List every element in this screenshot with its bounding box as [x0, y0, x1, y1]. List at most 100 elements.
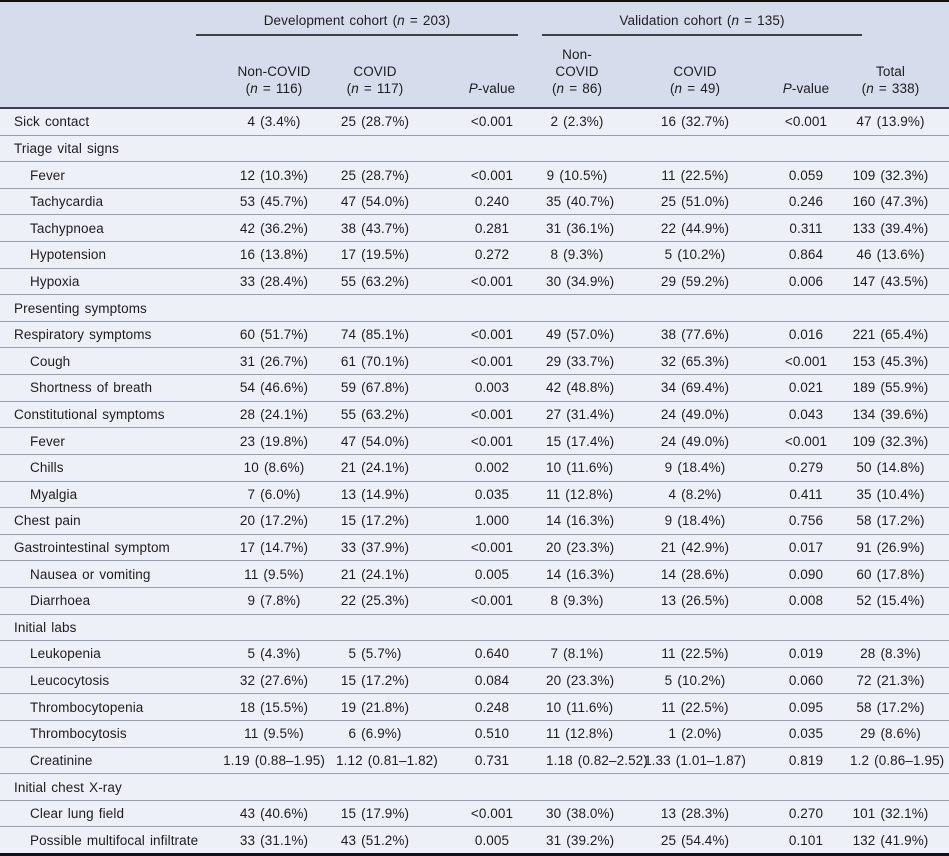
cell-value: 6 (6.9%): [348, 726, 402, 742]
row-label: Thrombocytopenia: [30, 699, 144, 715]
cell-value: 38 (77.6%): [660, 327, 730, 343]
table-row: Gastrointestinal symptom 17 (14.7%) 33 (37…: [0, 533, 949, 561]
table-row: Constitutional symptoms 28 (24.1%) 55 (63.…: [0, 400, 949, 428]
cell-value: 35 (40.7%): [546, 194, 615, 210]
cell-value: 0.016: [788, 327, 824, 343]
cell-value: 15 (17.2%): [340, 513, 410, 529]
cell-value: 11 (22.5%): [661, 646, 729, 662]
cell-value: 61 (70.1%): [340, 353, 410, 369]
cell-value: 52 (15.4%): [856, 593, 925, 609]
cell-value: 32 (27.6%): [239, 673, 309, 689]
row-label: Myalgia: [30, 486, 78, 502]
italic-p: P: [468, 81, 478, 96]
italic-n: n: [351, 81, 359, 96]
cell-value: 0.272: [474, 247, 510, 263]
row-label: Leucocytosis: [30, 673, 110, 689]
table-row: Thrombocytopenia 18 (15.5%) 19 (21.8%) 0.24…: [0, 693, 949, 720]
paren: (: [861, 81, 867, 96]
cell-value: 0.002: [474, 460, 510, 476]
cell-value: 43 (40.6%): [239, 806, 309, 822]
cell-value: <0.001: [784, 114, 828, 130]
column-header-total: Total (n = 338): [850, 46, 949, 97]
cell-value: 25 (54.4%): [660, 832, 730, 848]
section-row: Presenting symptoms: [0, 294, 949, 321]
column-header-title: COVID: [353, 64, 397, 79]
cell-value: 133 (39.4%): [852, 220, 929, 236]
cell-value: 20 (23.3%): [546, 673, 615, 689]
cell-value: 34 (69.4%): [660, 380, 730, 396]
cell-value: <0.001: [470, 540, 514, 556]
column-header-covid-dev: COVID (n = 117): [336, 46, 424, 97]
cell-value: 33 (31.1%): [239, 832, 309, 848]
cell-value: 11 (22.5%): [661, 167, 729, 183]
cell-value: 13 (14.9%): [340, 486, 410, 502]
row-label: Possible multifocal infiltrate: [30, 832, 199, 848]
table-row: Cough 31 (26.7%) 61 (70.1%) <0.001 29 (33.7%…: [0, 347, 949, 374]
cell-value: 0.035: [474, 486, 510, 502]
cell-value: 7 (8.1%): [550, 646, 604, 662]
n-count: = 116): [257, 81, 303, 96]
cell-value: 0.640: [474, 646, 510, 662]
cell-value: <0.001: [470, 273, 514, 289]
table-row: Tachycardia 53 (45.7%) 47 (54.0%) 0.240 35 (…: [0, 187, 949, 215]
row-label: Tachycardia: [30, 194, 104, 210]
section-label: Presenting symptoms: [14, 300, 147, 316]
italic-n: n: [866, 81, 874, 96]
column-header-title: Non-COVID: [555, 47, 599, 79]
cell-value: 1.18 (0.82–2.52): [546, 752, 648, 768]
cell-value: 58 (17.2%): [856, 513, 925, 529]
row-label: Shortness of breath: [30, 380, 153, 396]
cell-value: 10 (11.6%): [546, 460, 614, 476]
cell-value: 42 (36.2%): [239, 220, 309, 236]
cell-value: <0.001: [470, 433, 514, 449]
row-label: Cough: [30, 353, 71, 369]
cell-value: 74 (85.1%): [340, 327, 410, 343]
table-row: Fever 12 (10.3%) 25 (28.7%) <0.001 9 (10.5%)…: [0, 161, 949, 188]
cell-value: 21 (24.1%): [340, 460, 410, 476]
cell-value: 101 (32.1%): [852, 806, 929, 822]
table-row: Clear lung field 43 (40.6%) 15 (17.9%) <0.0…: [0, 799, 949, 827]
cell-value: 10 (8.6%): [243, 460, 305, 476]
cell-value: 0.043: [788, 407, 824, 422]
cell-value: 5 (10.2%): [664, 247, 726, 263]
table-row: Leukopenia 5 (4.3%) 5 (5.7%) 0.640 7 (8.1%) 1…: [0, 640, 949, 667]
cohort-spanner-row: Development cohort (n = 203) Validation …: [0, 13, 949, 36]
cell-value: 38 (43.7%): [340, 220, 410, 236]
cell-value: 15 (17.9%): [340, 806, 410, 822]
table-row: Chest pain 20 (17.2%) 15 (17.2%) 1.000 14 (1…: [0, 507, 949, 534]
column-header-covid-val: COVID (n = 49): [628, 46, 762, 97]
cell-value: 28 (24.1%): [239, 407, 309, 422]
cell-value: 0.005: [474, 832, 510, 848]
cell-value: 0.281: [474, 220, 510, 236]
cell-value: 0.090: [788, 566, 824, 582]
cell-value: <0.001: [470, 353, 514, 369]
cell-value: 9 (10.5%): [546, 167, 608, 183]
cell-value: 33 (37.9%): [340, 540, 410, 556]
italic-n: n: [250, 81, 258, 96]
pvalue-suffix: -value: [477, 81, 516, 96]
cell-value: 221 (65.4%): [852, 327, 929, 343]
cell-value: 55 (63.2%): [340, 273, 410, 289]
cell-value: 15 (17.2%): [340, 673, 410, 689]
cell-value: 47 (54.0%): [340, 433, 410, 449]
cell-value: 22 (44.9%): [660, 220, 730, 236]
italic-n: n: [674, 81, 683, 96]
table-row: Nausea or vomiting 11 (9.5%) 21 (24.1%) 0.0…: [0, 560, 949, 587]
column-header-pvalue-val: P-value: [762, 46, 850, 97]
cell-value: 0.864: [788, 247, 824, 263]
table-row: Hypoxia 33 (28.4%) 55 (63.2%) <0.001 30 (34.…: [0, 267, 949, 295]
cell-value: 0.017: [788, 540, 824, 556]
cell-value: 20 (23.3%): [546, 540, 615, 556]
cell-value: 1.19 (0.88–1.95): [223, 752, 325, 768]
row-label: Gastrointestinal symptom: [14, 540, 170, 556]
cell-value: 0.819: [788, 752, 824, 768]
section-row: Initial labs: [0, 613, 949, 641]
row-label: Chills: [30, 460, 64, 476]
cell-value: 0.019: [788, 646, 824, 662]
cell-value: 18 (15.5%): [239, 699, 309, 715]
row-label: Leukopenia: [30, 646, 101, 662]
cell-value: 5 (4.3%): [247, 646, 301, 662]
cell-value: 0.270: [788, 806, 824, 822]
cell-value: 10 (11.6%): [546, 699, 614, 715]
